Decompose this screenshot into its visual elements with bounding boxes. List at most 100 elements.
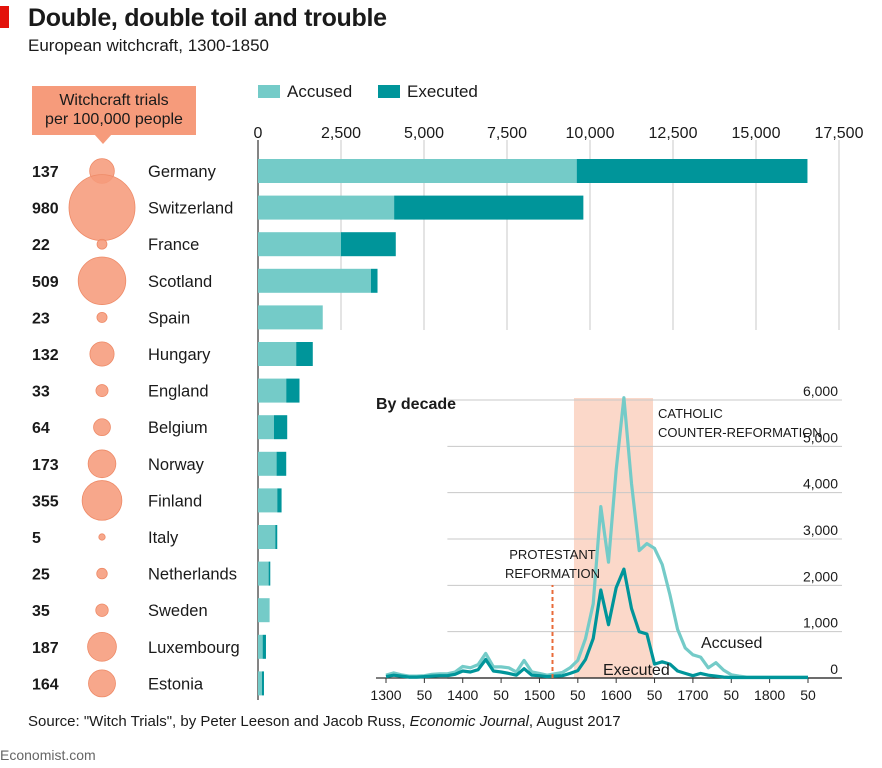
decade-x-tick-label: 50	[723, 687, 739, 703]
legend-accused-swatch	[258, 85, 280, 98]
bar-executed	[268, 561, 271, 586]
rate-bubble	[89, 341, 115, 367]
chart-title: Double, double toil and trouble	[28, 4, 387, 32]
country-label: Norway	[148, 456, 205, 474]
rate-bubble	[96, 311, 108, 323]
rate-value-label: 137	[32, 164, 59, 181]
rate-value-label: 5	[32, 530, 41, 547]
reformation-label-line1: PROTESTANT	[509, 547, 595, 562]
country-label: Italy	[148, 529, 179, 547]
country-label: Spain	[148, 309, 190, 327]
decade-x-tick-label: 1300	[370, 687, 401, 703]
bar-executed	[275, 525, 278, 549]
brand-red-tab	[0, 6, 9, 28]
country-label: Germany	[148, 163, 217, 181]
bar-x-tick-label: 15,000	[732, 125, 781, 142]
country-label: Netherlands	[148, 566, 237, 584]
bar-accused	[258, 195, 395, 220]
bar-x-tick-label: 2,500	[321, 125, 361, 142]
bar-executed	[276, 451, 287, 476]
bar-accused	[258, 451, 277, 476]
rate-bubble	[87, 449, 117, 479]
country-label: Finland	[148, 492, 202, 510]
chart-subtitle: European witchcraft, 1300-1850	[28, 36, 269, 55]
bar-executed	[341, 232, 396, 257]
bar-accused	[258, 378, 287, 403]
bar-x-tick-label: 7,500	[487, 125, 527, 142]
counter-reformation-label-line2: COUNTER-REFORMATION	[658, 425, 822, 440]
bar-accused	[258, 232, 341, 257]
country-label: Estonia	[148, 675, 204, 693]
country-label: Scotland	[148, 273, 212, 291]
decade-chart-title: By decade	[376, 396, 456, 413]
rate-bubble	[95, 603, 109, 617]
decade-x-tick-label: 50	[647, 687, 663, 703]
rate-bubble	[88, 669, 116, 698]
rate-bubble	[77, 256, 127, 305]
rate-value-label: 355	[32, 493, 59, 510]
legend-accused-label: Accused	[287, 82, 353, 101]
decade-x-tick-label: 1700	[677, 687, 708, 703]
bar-accused	[258, 159, 577, 183]
decade-y-tick-label: 0	[830, 661, 838, 677]
bar-x-tick-label: 5,000	[404, 125, 444, 142]
bar-executed	[394, 195, 584, 220]
rate-value-label: 25	[32, 567, 50, 584]
bar-accused	[258, 268, 371, 293]
decade-y-tick-label: 2,000	[803, 568, 838, 584]
country-label: Luxembourg	[148, 639, 240, 657]
rate-value-label: 164	[32, 676, 59, 693]
callout-arrow	[94, 134, 112, 144]
executed-line	[385, 567, 808, 680]
country-label: France	[148, 236, 199, 254]
bar-accused	[258, 598, 270, 623]
decade-x-tick-label: 50	[800, 687, 816, 703]
rate-bubble	[96, 238, 108, 250]
rate-value-label: 980	[32, 201, 59, 218]
rate-bubble	[87, 631, 117, 662]
rate-bubble	[81, 480, 123, 521]
bar-accused	[258, 342, 297, 366]
rate-value-label: 64	[32, 420, 50, 437]
decade-x-tick-label: 50	[417, 687, 433, 703]
decade-y-tick-label: 4,000	[803, 476, 838, 492]
rate-value-label: 132	[32, 347, 59, 364]
bar-x-tick-label: 10,000	[566, 125, 615, 142]
decade-x-tick-label: 1400	[447, 687, 478, 703]
rate-value-label: 509	[32, 274, 59, 291]
country-label: Switzerland	[148, 200, 233, 218]
bar-executed	[296, 342, 313, 366]
bar-accused	[258, 671, 262, 696]
rate-value-label: 23	[32, 310, 50, 327]
bar-accused	[258, 415, 274, 440]
rate-bubble	[95, 384, 109, 398]
decade-y-tick-label: 5,000	[803, 429, 838, 445]
source-suffix: , August 2017	[528, 713, 621, 730]
rate-bubble	[93, 418, 111, 437]
rate-value-label: 33	[32, 384, 50, 401]
bar-executed	[273, 415, 288, 440]
legend-accused: Accused	[258, 82, 352, 102]
country-label: England	[148, 383, 209, 401]
bar-accused	[258, 525, 276, 549]
rate-value-label: 22	[32, 237, 50, 254]
rate-value-label: 187	[32, 640, 59, 657]
rate-value-label: 173	[32, 457, 59, 474]
country-label: Belgium	[148, 419, 208, 437]
source-journal: Economic Journal	[409, 713, 529, 730]
bar-accused	[258, 634, 263, 659]
bar-executed	[576, 159, 808, 183]
decade-x-tick-label: 50	[493, 687, 509, 703]
callout-line2: per 100,000 people	[45, 111, 183, 128]
accused-line-label: Accused	[701, 635, 762, 652]
bar-executed	[277, 488, 282, 513]
decade-y-tick-label: 3,000	[803, 522, 838, 538]
bar-executed	[262, 634, 266, 659]
counter-reformation-label-line1: CATHOLIC	[658, 406, 723, 421]
country-label: Hungary	[148, 346, 211, 364]
decade-x-tick-label: 50	[570, 687, 586, 703]
callout-line1: Witchcraft trials	[59, 92, 169, 109]
executed-line-label: Executed	[603, 662, 670, 679]
rate-bubble	[68, 174, 136, 242]
